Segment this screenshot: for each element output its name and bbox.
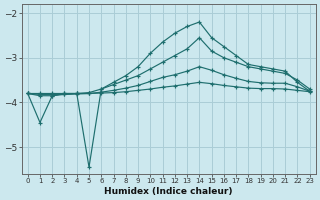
X-axis label: Humidex (Indice chaleur): Humidex (Indice chaleur)	[104, 187, 233, 196]
